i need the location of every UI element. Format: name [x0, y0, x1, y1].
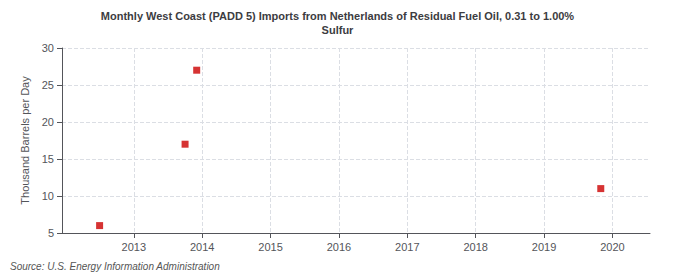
- svg-text:25: 25: [42, 79, 54, 91]
- svg-text:2014: 2014: [190, 241, 214, 253]
- svg-text:2017: 2017: [395, 241, 419, 253]
- svg-text:2019: 2019: [532, 241, 556, 253]
- svg-text:20: 20: [42, 116, 54, 128]
- svg-text:Monthly West Coast (PADD 5) Im: Monthly West Coast (PADD 5) Imports from…: [101, 10, 575, 22]
- svg-text:30: 30: [42, 42, 54, 54]
- svg-text:5: 5: [48, 227, 54, 239]
- svg-text:2016: 2016: [327, 241, 351, 253]
- svg-text:2015: 2015: [258, 241, 282, 253]
- svg-text:Sulfur: Sulfur: [322, 24, 354, 36]
- svg-text:2018: 2018: [463, 241, 487, 253]
- svg-text:10: 10: [42, 190, 54, 202]
- svg-text:2020: 2020: [600, 241, 624, 253]
- svg-text:Thousand Barrels per Day: Thousand Barrels per Day: [19, 76, 31, 205]
- svg-text:2013: 2013: [122, 241, 146, 253]
- svg-text:Source: U.S. Energy Informatio: Source: U.S. Energy Information Administ…: [10, 261, 220, 272]
- svg-text:15: 15: [42, 153, 54, 165]
